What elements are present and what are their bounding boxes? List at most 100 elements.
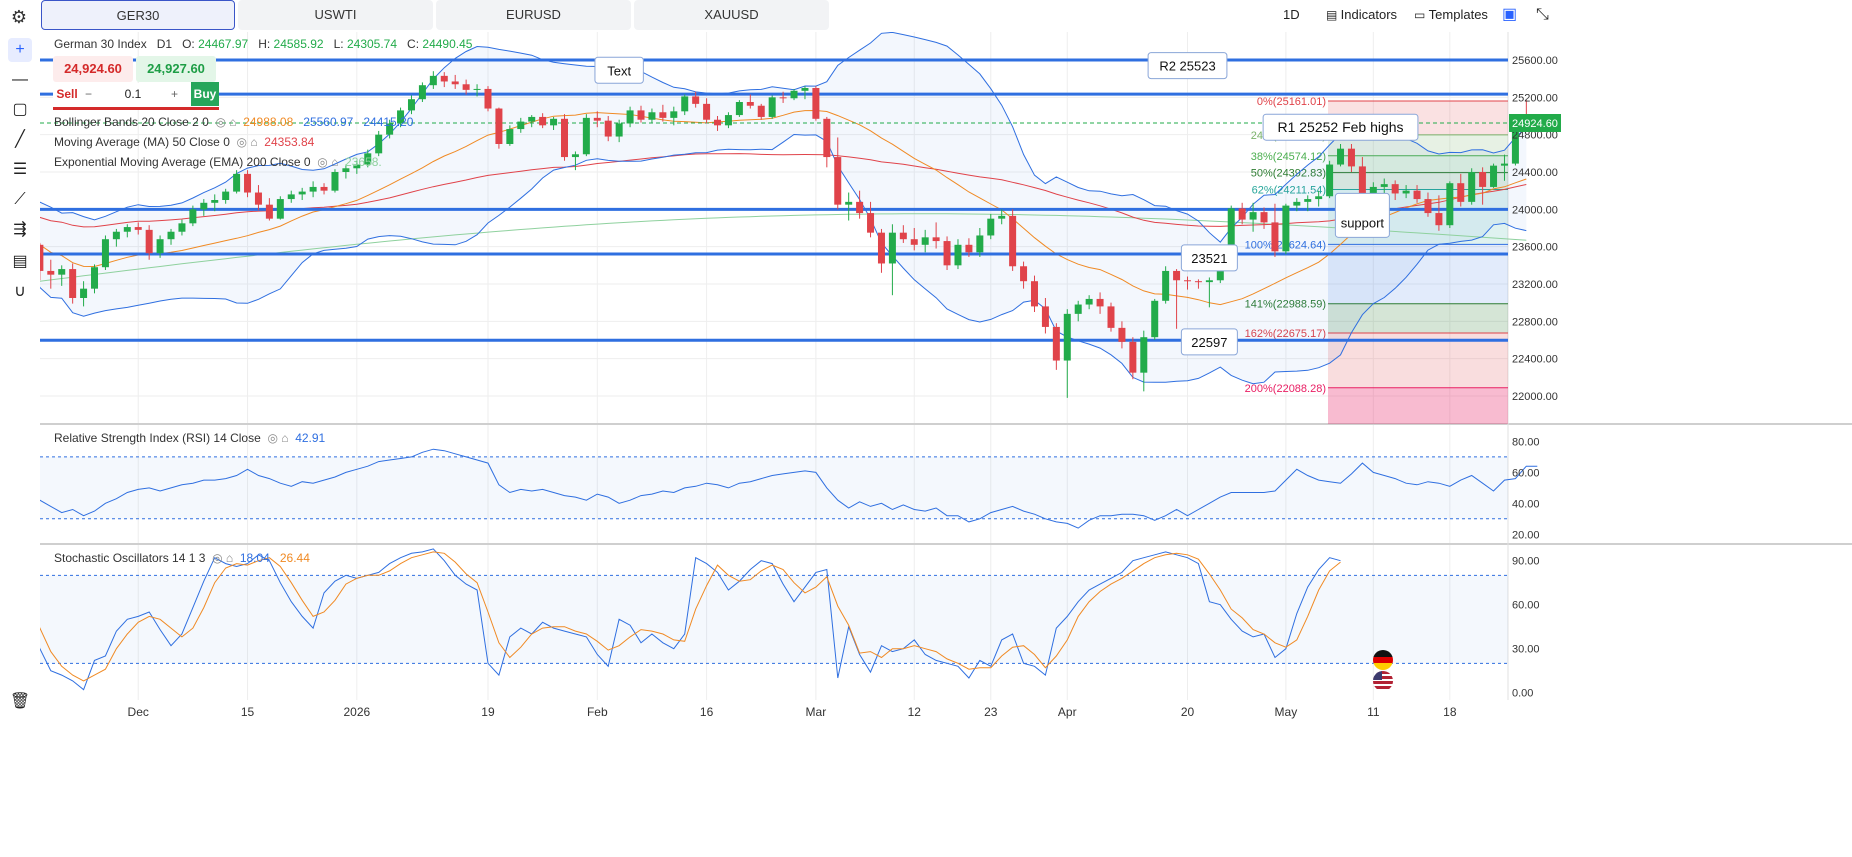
settings-gear-icon[interactable]: ⚙ [10, 7, 28, 27]
candle-body [244, 173, 252, 193]
fib-level-label: 200%(22088.28) [1245, 383, 1326, 395]
candle-body [1173, 270, 1181, 281]
candle-body [517, 121, 525, 130]
candle-body [1140, 337, 1148, 373]
close-label: C: [407, 37, 420, 51]
decrease-qty-button[interactable]: − [85, 87, 93, 101]
candle-body [1118, 327, 1126, 342]
candle-body [1380, 184, 1388, 187]
tab-uswti[interactable]: USWTI [238, 0, 433, 30]
candle-body [1402, 190, 1410, 194]
candle-body [976, 235, 984, 253]
magnet-icon[interactable]: ∪ [14, 283, 26, 300]
sell-price[interactable]: 24,924.60 [53, 56, 133, 82]
candle-body [1326, 164, 1334, 197]
eye-icon[interactable]: ◎ [208, 551, 226, 565]
candle-body [550, 118, 558, 126]
fib-level-label: 0%(25161.01) [1257, 96, 1326, 108]
tab-xauusd[interactable]: XAUUSD [634, 0, 829, 30]
rectangle-icon[interactable]: ▢ [12, 101, 28, 118]
candle-body [91, 267, 99, 289]
candle-body [593, 117, 601, 121]
candle-body [80, 288, 88, 298]
interval-button[interactable]: 1D [1283, 7, 1300, 22]
indicators-button[interactable]: ▤ Indicators [1326, 0, 1397, 30]
buy-price[interactable]: 24,927.60 [136, 56, 216, 82]
tab-ger30[interactable]: GER30 [41, 0, 235, 30]
increase-qty-button[interactable]: + [171, 87, 179, 101]
eye-icon[interactable]: ◎ [212, 115, 230, 129]
candle-body [582, 117, 590, 155]
open-value: 24467.97 [198, 37, 249, 51]
price-axis-label: 25600.00 [1512, 55, 1558, 67]
candle-body [1009, 215, 1017, 267]
trend-line-icon[interactable]: ╱ [15, 131, 25, 148]
candle-body [626, 110, 634, 124]
eye-icon[interactable]: ◎ [264, 431, 282, 445]
layout-icon[interactable]: ▣ [1502, 6, 1518, 23]
ma-value: 24353.84 [264, 135, 315, 149]
pattern-icon[interactable]: ⟋ [14, 191, 26, 208]
candle-body [790, 90, 798, 99]
rsi-band-fill [40, 456, 1508, 519]
candle-body [1184, 280, 1192, 282]
price-axis-label: 25200.00 [1512, 92, 1558, 104]
chart-area[interactable]: 0%(25161.01)24%(24798.43)38%(24574.12)50… [40, 32, 1852, 857]
candle-body [495, 108, 503, 144]
trash-icon[interactable]: ⌂ [281, 431, 292, 445]
candle-body [1260, 212, 1268, 223]
candle-body [440, 75, 448, 82]
buy-button[interactable]: Buy [191, 82, 219, 106]
candle-body [1446, 183, 1454, 226]
low-label: L: [333, 37, 344, 51]
price-axis-label: 60.00 [1512, 600, 1540, 612]
candle-body [331, 172, 339, 191]
sell-button[interactable]: Sell [56, 87, 78, 101]
trash-icon[interactable]: ⌂ [229, 115, 240, 129]
bb-lower-value: 24415.20 [363, 115, 414, 129]
candle-body [724, 115, 732, 126]
price-axis-label: 60.00 [1512, 467, 1540, 479]
annotation-text: 23521 [1191, 251, 1227, 266]
crosshair-icon[interactable]: + [8, 38, 32, 62]
symbol-name: German 30 Index [54, 37, 147, 51]
candle-body [233, 173, 241, 192]
forecast-icon[interactable]: ⇶ [13, 221, 27, 238]
candle-body [1030, 281, 1038, 307]
templates-button[interactable]: ▭ Templates [1414, 0, 1488, 30]
trash-icon[interactable]: ⌂ [225, 551, 237, 565]
stoch-k-value: 18.04 [239, 551, 270, 565]
time-axis-label: 16 [700, 705, 714, 719]
quantity-field[interactable]: 0.1 [124, 87, 142, 101]
candle-body [462, 84, 470, 90]
rsi-legend: Relative Strength Index (RSI) 14 Close ◎… [54, 431, 325, 445]
trash-icon[interactable]: ⌂ [250, 135, 261, 149]
eye-icon[interactable]: ◎ [233, 135, 251, 149]
time-axis-label: 19 [481, 705, 495, 719]
horizontal-line-icon[interactable]: — [12, 71, 28, 88]
tab-eurusd[interactable]: EURUSD [436, 0, 631, 30]
candle-body [965, 244, 973, 253]
fib-zone [1328, 303, 1508, 333]
candle-body [386, 123, 394, 135]
candle-body [101, 239, 109, 268]
trash-icon[interactable]: 🗑 [9, 693, 31, 710]
trash-icon[interactable]: ⌂ [331, 155, 342, 169]
germany-flag-icon [1373, 650, 1393, 670]
support-annotation-box [1334, 192, 1390, 238]
candle-body [1337, 148, 1345, 165]
price-axis-label: 24800.00 [1512, 130, 1558, 142]
candle-body [1096, 298, 1104, 307]
text-note-icon[interactable]: ▤ [12, 253, 28, 270]
fullscreen-collapse-icon[interactable]: ⤡ [1536, 6, 1549, 23]
candle-body [1162, 270, 1170, 301]
candle-body [287, 194, 295, 200]
stoch-K-line [40, 548, 1341, 691]
candle-body [1358, 166, 1366, 194]
eye-icon[interactable]: ◎ [313, 155, 332, 169]
fib-retracement-icon[interactable]: ☰ [12, 161, 28, 178]
candle-body [1020, 266, 1028, 282]
candle-body [714, 119, 722, 126]
candle-body [69, 269, 77, 298]
candle-body [932, 237, 940, 242]
